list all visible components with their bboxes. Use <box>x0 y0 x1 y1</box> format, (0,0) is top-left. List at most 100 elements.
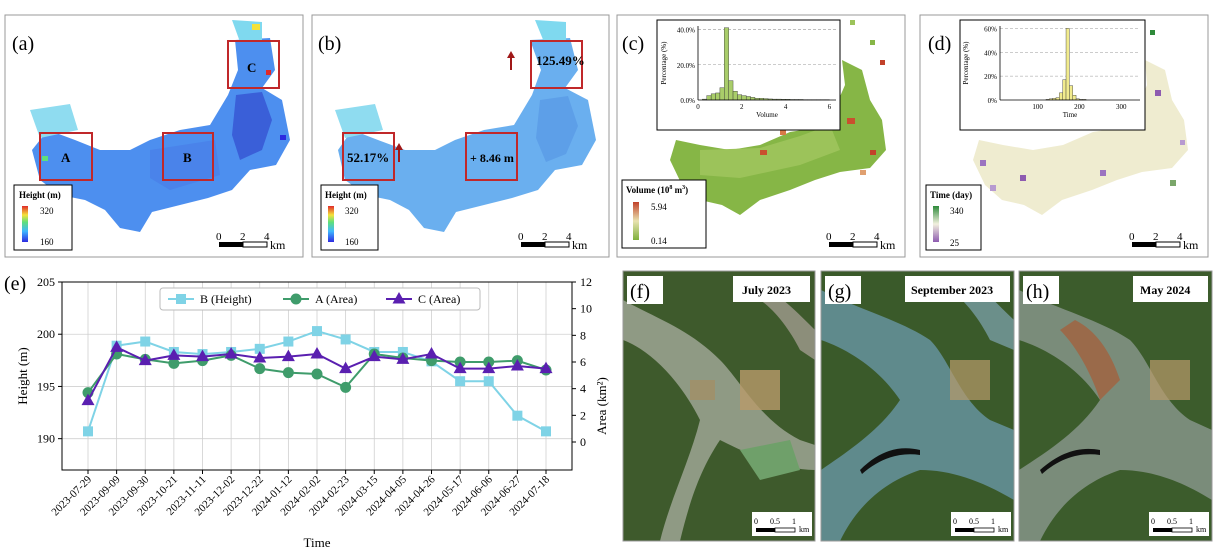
y2-tick-label: 2 <box>580 408 586 422</box>
scale-f-t0: 0 <box>754 517 758 526</box>
data-point <box>311 347 324 359</box>
y-tick-label: 205 <box>37 275 55 289</box>
scale-c-t1: 2 <box>850 231 856 243</box>
date-label-g: September 2023 <box>911 283 993 297</box>
legend-label: C (Area) <box>418 292 460 306</box>
panel-f: (f) July 2023 0 0.5 1 km <box>623 271 815 541</box>
legend-a-max: 320 <box>40 206 54 216</box>
legend-c-min: 0.14 <box>651 236 667 246</box>
scale-d-t1: 2 <box>1153 231 1159 243</box>
y2-tick-label: 10 <box>580 302 592 316</box>
inset-x-tick-label: 2 <box>740 103 744 111</box>
scale-h-t1: 0.5 <box>1167 517 1177 526</box>
panel-g: (g) September 2023 0 0.5 1 km <box>821 271 1014 541</box>
legend-c-max: 5.94 <box>651 202 667 212</box>
inset-y-axis-label: Percentage (%) <box>660 41 668 85</box>
histogram-bar <box>737 95 741 100</box>
scale-a-t1: 2 <box>240 231 246 243</box>
x-axis-label: Time <box>304 535 331 550</box>
scale-d-t0: 0 <box>1129 231 1135 243</box>
legend-a-colorbar <box>22 206 28 242</box>
legend-b-title: Height (m) <box>325 190 367 200</box>
legend-marker <box>291 294 302 305</box>
data-point <box>312 326 322 336</box>
legend-c-colorbar <box>633 202 639 240</box>
data-point <box>312 369 323 380</box>
legend-b-colorbar <box>328 206 334 242</box>
y2-tick-label: 8 <box>580 328 586 342</box>
scale-h-t0: 0 <box>1151 517 1155 526</box>
change-label-c: 125.49% <box>536 53 585 68</box>
legend-d-max: 340 <box>950 206 964 216</box>
data-point <box>140 337 150 347</box>
scale-g-t2: 1 <box>991 517 995 526</box>
date-label-h: May 2024 <box>1140 283 1190 297</box>
legend-label: A (Area) <box>315 292 357 306</box>
data-point <box>254 363 265 374</box>
legend-d-colorbar <box>933 206 939 242</box>
legend-a-title: Height (m) <box>19 190 61 200</box>
panel-a: A B C (a) Height (m) 320 160 0 2 4 km <box>5 15 303 257</box>
panel-tag-a: (a) <box>12 33 34 55</box>
inset-x-tick-label: 200 <box>1074 103 1085 111</box>
data-point <box>512 411 522 421</box>
scale-a-unit: km <box>270 238 286 252</box>
date-label-f: July 2023 <box>742 283 791 297</box>
data-point <box>484 376 494 386</box>
scale-f-t2: 1 <box>792 517 796 526</box>
scale-a-t0: 0 <box>216 231 222 243</box>
y-tick-label: 200 <box>37 327 55 341</box>
data-point <box>83 426 93 436</box>
histogram-bar <box>1073 95 1076 100</box>
y-tick-label: 190 <box>37 432 55 446</box>
region-label-c: C <box>247 60 256 75</box>
histogram-bar <box>724 28 728 100</box>
scale-h-t2: 1 <box>1189 517 1193 526</box>
inset-x-axis-label: Volume <box>756 111 778 119</box>
scale-bar-g: 0 0.5 1 km <box>951 512 1011 536</box>
scale-bar-f: 0 0.5 1 km <box>752 512 812 536</box>
panel-e-line-chart: 1901952002050246810122023-07-292023-09-0… <box>15 275 609 550</box>
panel-d: (d) Time (day) 340 25 0 2 4 km 0%20%40%6… <box>920 15 1208 257</box>
scale-b-t0: 0 <box>518 231 524 243</box>
legend-c-title: Volume (108 m3) <box>626 185 688 195</box>
inset-y-tick-label: 60% <box>984 25 997 33</box>
inset-y-tick-label: 40% <box>984 49 997 57</box>
data-point <box>283 337 293 347</box>
histogram-bar <box>720 88 724 100</box>
histogram-bar <box>1063 80 1066 100</box>
change-label-a: 52.17% <box>347 150 389 165</box>
region-label-a: A <box>61 150 71 165</box>
histogram-bar <box>716 93 720 100</box>
legend-label: B (Height) <box>200 292 252 306</box>
legend-a-min: 160 <box>40 237 54 247</box>
legend-d-min: 25 <box>950 238 960 248</box>
y2-axis-label: Area (km²) <box>594 377 609 435</box>
data-point <box>340 382 351 393</box>
inset-y-tick-label: 0.0% <box>680 97 695 105</box>
inset-x-tick-label: 100 <box>1032 103 1043 111</box>
panel-tag-g: (g) <box>828 281 851 303</box>
scale-d-unit: km <box>1183 238 1199 252</box>
y-axis-label: Height (m) <box>15 347 30 404</box>
inset-x-tick-label: 6 <box>828 103 832 111</box>
histogram-bar <box>742 96 746 100</box>
scale-b-t1: 2 <box>542 231 548 243</box>
scale-f-t1: 0.5 <box>770 517 780 526</box>
data-point <box>455 376 465 386</box>
histogram-bar <box>746 96 750 100</box>
legend-b-max: 320 <box>345 206 359 216</box>
scale-c-unit: km <box>880 238 896 252</box>
scale-f-unit: km <box>799 525 810 534</box>
y2-tick-label: 4 <box>580 382 586 396</box>
inset-y-axis-label: Percentage (%) <box>962 41 970 85</box>
inset-y-tick-label: 0% <box>988 97 998 105</box>
scale-g-t1: 0.5 <box>969 517 979 526</box>
y2-tick-label: 6 <box>580 355 586 369</box>
panel-tag-c: (c) <box>622 33 644 55</box>
panel-tag-e: (e) <box>4 273 26 295</box>
inset-x-tick-label: 300 <box>1116 103 1127 111</box>
scale-g-t0: 0 <box>953 517 957 526</box>
inset-x-tick-label: 4 <box>784 103 788 111</box>
